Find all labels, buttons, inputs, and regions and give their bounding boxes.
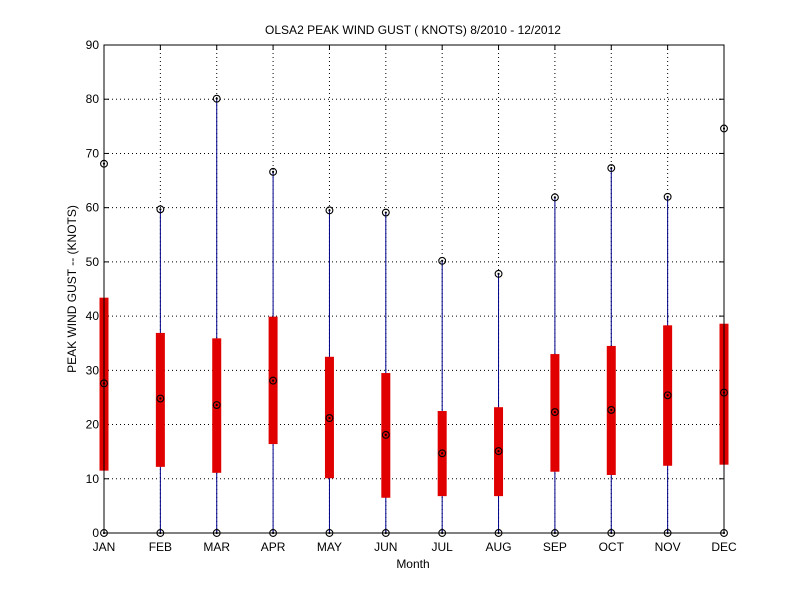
- median-marker-dot: [271, 379, 275, 382]
- x-tick-label-sep: SEP: [543, 540, 567, 554]
- axes-frame: [103, 44, 725, 534]
- max-marker: [212, 94, 221, 103]
- max-marker-dot: [271, 170, 275, 173]
- x-tick-label-feb: FEB: [149, 540, 172, 554]
- median-marker-dot: [553, 410, 557, 414]
- median-marker: [156, 394, 165, 403]
- median-marker: [212, 401, 221, 409]
- median-marker: [438, 449, 447, 458]
- max-marker-dot: [159, 208, 162, 211]
- y-tick-label: 20: [86, 418, 100, 432]
- y-tick-label: 50: [86, 255, 100, 269]
- y-tick-label: 90: [86, 38, 100, 52]
- median-marker-dot: [441, 452, 444, 455]
- y-tick-label: 60: [86, 201, 100, 215]
- x-tick-label-jan: JAN: [93, 540, 116, 554]
- box-jun: [381, 208, 391, 537]
- median-marker: [325, 414, 334, 422]
- max-marker-dot: [666, 195, 669, 198]
- box-body: [155, 332, 165, 467]
- x-axis-label: Month: [396, 557, 429, 571]
- max-marker: [156, 205, 165, 214]
- box-jul: [437, 256, 447, 537]
- y-tick-label: 30: [86, 363, 100, 377]
- max-marker: [607, 164, 616, 173]
- median-marker-dot: [666, 394, 669, 397]
- max-marker-dot: [610, 166, 613, 170]
- max-marker-dot: [328, 209, 331, 212]
- y-tick-labels: 0 10 20 30 40 50 60 70 80 90: [86, 38, 100, 540]
- x-tick-label-aug: AUG: [486, 540, 512, 554]
- x-tick-label-may: MAY: [317, 540, 342, 554]
- chart-title: OLSA2 PEAK WIND GUST ( KNOTS) 8/2010 - 1…: [265, 23, 561, 37]
- median-marker-dot: [159, 397, 162, 400]
- median-marker-dot: [384, 433, 387, 436]
- max-marker: [381, 208, 390, 217]
- median-marker-dot: [328, 416, 331, 420]
- max-marker-dot: [553, 196, 557, 199]
- max-marker-dot: [441, 259, 444, 262]
- max-marker: [438, 256, 447, 265]
- y-tick-label: 0: [92, 526, 99, 540]
- median-marker: [550, 408, 559, 417]
- y-axis-label: PEAK WIND GUST -- (KNOTS): [65, 205, 79, 373]
- x-tick-label-dec: DEC: [711, 540, 737, 554]
- max-marker: [269, 167, 278, 176]
- median-marker-dot: [215, 403, 218, 407]
- y-tick-label: 70: [86, 146, 100, 160]
- median-marker: [269, 376, 278, 385]
- y-tick-label: 40: [86, 309, 100, 323]
- median-marker-dot: [497, 450, 500, 453]
- max-marker: [663, 192, 672, 201]
- median-marker: [663, 391, 672, 400]
- box-apr: [268, 167, 278, 537]
- max-marker-dot: [215, 97, 218, 100]
- median-marker: [607, 405, 616, 414]
- y-tick-label: 80: [86, 92, 100, 106]
- median-marker: [494, 447, 503, 456]
- x-tick-labels: JAN FEB MAR APR MAY JUN JUL AUG SEP OCT NOV DEC: [93, 540, 737, 554]
- max-marker: [494, 269, 503, 278]
- median-marker-dot: [610, 408, 613, 412]
- max-marker-dot: [497, 272, 500, 275]
- x-tick-label-apr: APR: [261, 540, 286, 554]
- x-tick-label-nov: NOV: [655, 540, 681, 554]
- y-tick-label: 10: [86, 472, 100, 486]
- x-tick-label-mar: MAR: [203, 540, 230, 554]
- x-tick-label-jul: JUL: [432, 540, 454, 554]
- max-marker: [550, 193, 559, 202]
- max-marker-dot: [384, 211, 387, 214]
- box-may: [324, 206, 334, 537]
- median-marker: [381, 430, 390, 439]
- max-marker: [325, 206, 334, 215]
- x-tick-label-oct: OCT: [599, 540, 625, 554]
- x-tick-label-jun: JUN: [374, 540, 397, 554]
